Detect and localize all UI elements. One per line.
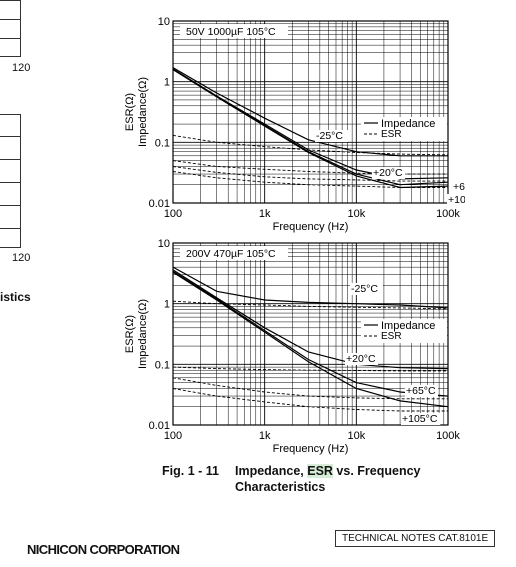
temperature-annotation: +20°C [373, 167, 403, 179]
plot-frame [172, 20, 449, 204]
chart-title-bg [180, 24, 288, 38]
figure-number: Fig. 1 - 11 [162, 464, 219, 478]
legend-bg [361, 319, 447, 343]
x-tick-label: 100k [436, 208, 460, 220]
legend-label-esr: ESR [381, 129, 402, 140]
x-tick-label: 100 [164, 208, 182, 220]
left-table-top [0, 0, 21, 57]
chart-bottom-svg: 200V 470µF 105°C 100 1k 10k 100k 10 1 0.1 0.01 Fr… [124, 238, 460, 455]
figure-caption: Fig. 1 - 11 Impedance, ESR vs. Frequency … [162, 463, 421, 495]
esr-curve [172, 366, 448, 372]
left-cut-heading: istics [0, 290, 31, 304]
y-axis-label-impedance: Impedance(Ω) [137, 77, 149, 147]
chart-bottom: 200V 470µF 105°C 100 1k 10k 100k 10 1 0.1 0.01 Fr… [120, 230, 460, 460]
y-tick-label: 1 [164, 77, 170, 89]
y-tick-label: 0.01 [149, 198, 170, 210]
impedance-curve [172, 270, 449, 397]
y-tick-label: 0.1 [155, 359, 170, 371]
plot-frame [172, 242, 449, 426]
legend-label-impedance: Impedance [381, 320, 435, 332]
y-axis-label-esr: ESR(Ω) [124, 93, 136, 131]
legend-bg [361, 117, 447, 141]
y-tick-label: 1 [164, 299, 170, 311]
y-axis-label-impedance: Impedance(Ω) [137, 299, 149, 369]
temperature-annotation: +65°C [453, 181, 465, 193]
esr-curve [172, 388, 448, 412]
x-axis-label: Frequency (Hz) [273, 443, 349, 455]
impedance-curve [172, 67, 448, 157]
annotation-bg [350, 283, 383, 295]
impedance-curve [172, 266, 449, 309]
temperature-annotation: +65°C [406, 385, 436, 397]
legend-label-impedance: Impedance [381, 118, 435, 130]
annotation-bg [452, 181, 465, 193]
y-tick-label: 10 [158, 16, 170, 28]
chart-title-bg [180, 246, 288, 260]
annotation-bg [447, 194, 465, 206]
left-table-bottom-label: 120 [12, 252, 31, 264]
chart-title: 200V 470µF 105°C [186, 248, 276, 260]
esr-curve [172, 134, 449, 156]
impedance-curve [172, 269, 449, 370]
y-tick-label: 0.01 [149, 420, 170, 432]
caption-text-after: vs. Frequency [332, 464, 421, 478]
x-tick-label: 1k [259, 208, 271, 220]
chart-title: 50V 1000µF 105°C [186, 26, 276, 38]
annotation-bg [401, 413, 441, 425]
x-tick-label: 10k [347, 430, 365, 442]
left-table-top-label: 120 [12, 62, 31, 74]
impedance-curve [172, 271, 449, 408]
chart-top-svg: 50V 1000µF 105°C 100 1k 10k 100k 10 1 0.1 0.01 Fr… [124, 16, 465, 233]
caption-text-before: Impedance, [235, 464, 308, 478]
y-tick-label: 0.1 [155, 137, 170, 149]
chart-top: 50V 1000µF 105°C 100 1k 10k 100k 10 1 0.1 0.01 Fr… [120, 8, 465, 238]
annotation-bg [372, 167, 405, 179]
left-table-bottom [0, 114, 21, 248]
temperature-annotation: -25°C [351, 283, 378, 295]
annotation-bg [405, 385, 438, 397]
temperature-annotation: -25°C [316, 130, 343, 142]
x-tick-label: 1k [259, 430, 271, 442]
company-name: NICHICON CORPORATION [27, 542, 180, 557]
legend-label-esr: ESR [381, 331, 402, 342]
x-tick-label: 10k [347, 208, 365, 220]
caption-line2: Characteristics [235, 480, 326, 494]
tech-notes-box: TECHNICAL NOTES CAT.8101E [335, 530, 496, 547]
y-axis-label-esr: ESR(Ω) [124, 315, 136, 353]
y-tick-label: 10 [158, 238, 170, 250]
esr-curve [172, 377, 448, 400]
annotation-bg [315, 130, 348, 142]
esr-curve [172, 300, 449, 310]
x-tick-label: 100k [436, 430, 460, 442]
x-axis-label: Frequency (Hz) [273, 221, 349, 233]
temperature-annotation: +20°C [346, 353, 376, 365]
x-tick-label: 100 [164, 430, 182, 442]
temperature-annotation: +105°C [448, 194, 465, 206]
esr-curve [172, 171, 448, 188]
annotation-bg [345, 353, 378, 365]
caption-highlight: ESR [307, 464, 333, 478]
esr-curve [172, 166, 448, 182]
temperature-annotation: +105°C [402, 413, 438, 425]
